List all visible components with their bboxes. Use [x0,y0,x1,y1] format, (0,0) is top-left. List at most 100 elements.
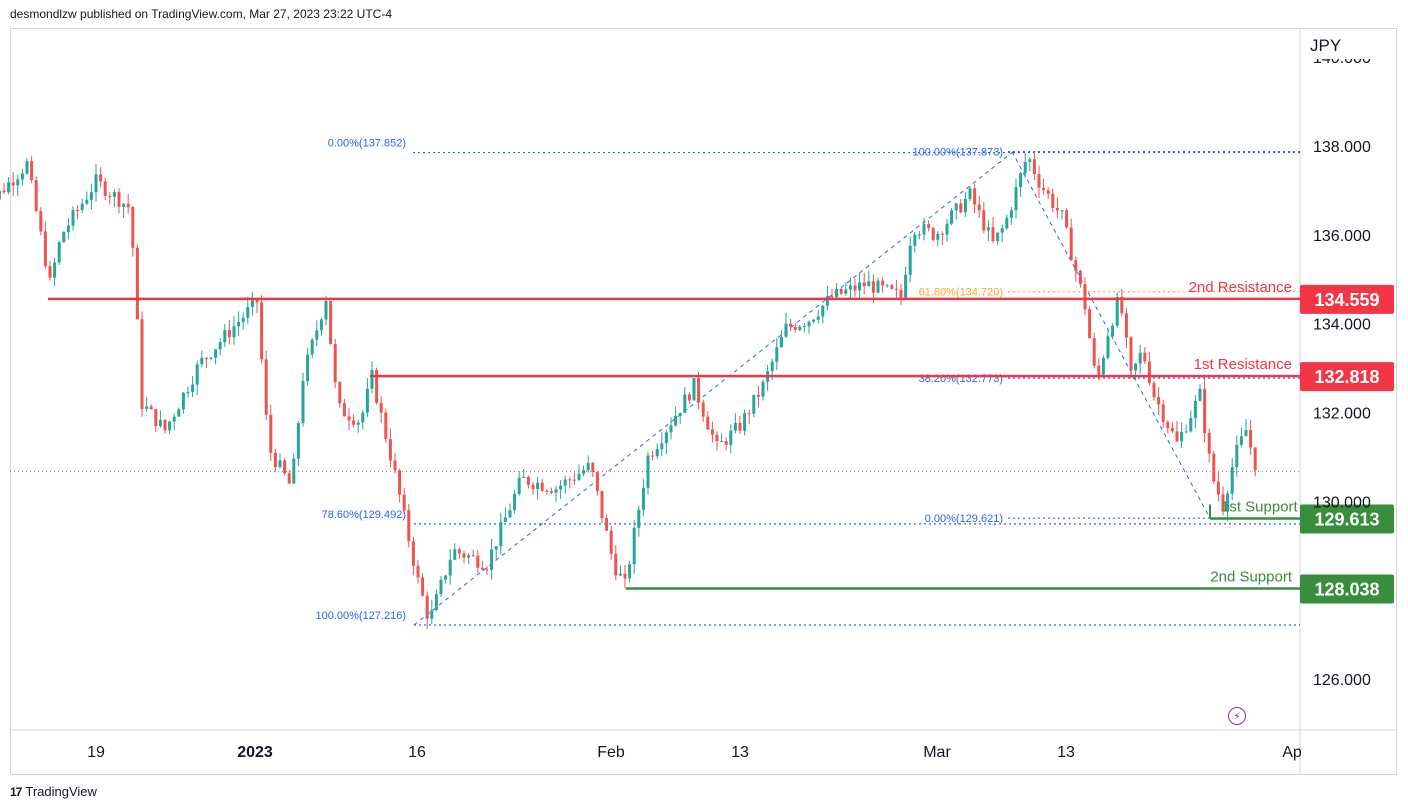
candle-body [448,559,452,576]
candle-body [0,190,1,200]
candle-body [1042,187,1046,191]
candle-body [733,422,737,431]
candle-body [485,569,489,571]
candle-body [651,455,655,457]
candle-body [922,224,926,235]
candle-body [503,517,507,523]
candle-body [830,296,834,298]
candle-body [462,553,466,558]
candle-body [867,281,871,287]
candle-body [227,329,231,338]
candle-body [563,479,567,486]
candle-body [848,285,852,290]
fib-right-trend [1011,151,1211,519]
candle-body [591,462,595,473]
candle-body [1203,388,1207,433]
candle-body [168,421,172,431]
candle-body [89,192,93,200]
candle-body [402,494,406,511]
candle-body [609,530,613,554]
candle-body [669,425,673,433]
candle-body [674,415,678,426]
candle-body [490,549,494,570]
candle-body [715,434,719,442]
candle-body [835,288,839,297]
candle-body [931,228,935,240]
candle-body [163,419,167,431]
candle-body [145,406,149,409]
candle-body [7,182,11,193]
candle-body [798,326,802,331]
candle-body [384,412,388,440]
candle-body [991,227,995,241]
candle-body [761,381,765,397]
candle-body [338,382,342,404]
candle-body [678,412,682,416]
candle-body [11,182,15,186]
candle-body [103,181,107,197]
candle-body [62,232,66,243]
candle-body [839,288,843,294]
candle-body [545,490,549,492]
candle-body [522,476,526,478]
candle-body [108,196,112,198]
candle-body [807,321,811,327]
candle-body [1166,421,1170,428]
candle-body [1134,363,1138,371]
candle-body [623,573,627,579]
candle-body [301,381,305,424]
candle-body [582,470,586,474]
candle-body [862,282,866,287]
candle-body [784,323,788,337]
candle-body [950,210,954,224]
candle-body [57,242,61,263]
candle-body [126,203,130,208]
candle-body [388,439,392,461]
candle-body [1226,493,1230,512]
candle-body [1161,404,1165,422]
candle-body [890,285,894,289]
candle-body [416,565,420,578]
candle-body [1207,432,1211,454]
candle-body [871,281,875,293]
candle-body [439,579,443,595]
candle-body [25,161,29,174]
candle-body [1037,174,1041,188]
candle-body [1083,284,1087,310]
candle-body [1249,430,1253,448]
candle-body [1000,228,1004,233]
candle-body [982,210,986,231]
candle-body [1129,337,1133,371]
candle-body [16,179,20,186]
candle-body [76,209,80,211]
chart-frame [10,28,1397,775]
candle-body [310,339,314,355]
candle-body [1230,467,1234,494]
candle-body [209,357,213,359]
footer-brand: 17 TradingView [10,784,97,799]
candle-body [1115,296,1119,326]
candle-body [356,422,360,425]
candle-body [752,394,756,414]
x-tick-label: 19 [87,744,105,761]
candle-body [292,458,296,484]
candle-body [968,188,972,199]
candle-body [1009,210,1013,218]
y-tick-label: 136.000 [1313,228,1371,245]
candle-body [531,484,535,489]
candle-body [600,491,604,519]
candle-body [347,416,351,421]
candle-body [913,234,917,246]
candle-body [697,378,701,403]
candle-body [954,203,958,211]
candle-body [1023,161,1027,174]
lightning-icon[interactable]: ⚡ [1228,707,1246,725]
candle-body [278,460,282,467]
x-tick-label: 2023 [237,744,273,761]
candle-body [2,190,6,193]
candle-body [411,541,415,566]
candle-body [200,357,204,365]
candle-body [421,577,425,596]
candle-body [1175,431,1179,442]
